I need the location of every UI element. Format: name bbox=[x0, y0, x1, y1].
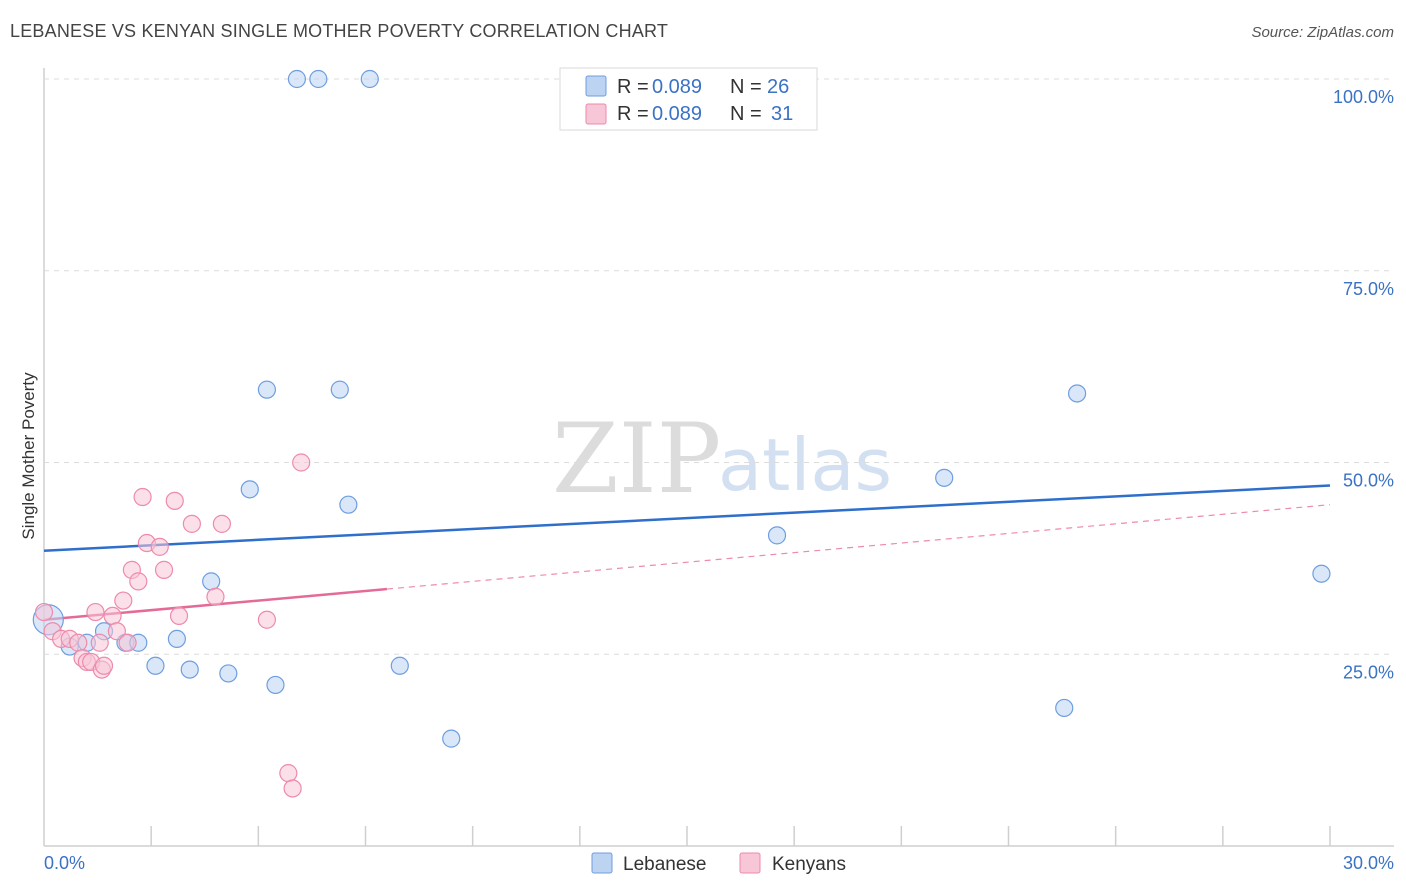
legend-swatch-kenyans bbox=[585, 103, 607, 125]
point-lebanese-20 bbox=[442, 729, 461, 748]
point-kenyans-27 bbox=[279, 764, 298, 783]
point-kenyans-22 bbox=[169, 606, 189, 626]
series-legend: Lebanese Kenyans bbox=[591, 852, 846, 875]
legend-r-label-1: R = bbox=[617, 76, 649, 98]
legend-n-value-2: 31 bbox=[771, 103, 793, 125]
y-tick-label-75: 75.0% bbox=[1343, 279, 1394, 299]
data-points bbox=[32, 69, 1331, 798]
legend-n-label-2: N = bbox=[730, 103, 762, 125]
point-kenyans-23 bbox=[182, 514, 201, 533]
point-kenyans-8 bbox=[86, 602, 105, 622]
point-lebanese-10 bbox=[219, 664, 238, 683]
y-tick-label-100: 100.0% bbox=[1333, 87, 1394, 107]
legend-r-label-2: R = bbox=[617, 103, 649, 125]
point-lebanese-11 bbox=[240, 480, 259, 499]
point-kenyans-30 bbox=[90, 633, 109, 652]
source-credit: Source: ZipAtlas.com bbox=[1251, 24, 1394, 41]
point-lebanese-8 bbox=[180, 660, 199, 679]
point-kenyans-25 bbox=[212, 514, 231, 533]
point-kenyans-20 bbox=[154, 560, 174, 579]
gridlines bbox=[44, 78, 1394, 655]
x-ticks bbox=[150, 826, 1331, 846]
point-lebanese-14 bbox=[287, 69, 307, 89]
legend-r-value-1: 0.089 bbox=[652, 76, 702, 98]
y-axis-label: Single Mother Poverty bbox=[19, 372, 38, 540]
point-lebanese-13 bbox=[266, 675, 285, 695]
x-tick-label-max: 30.0% bbox=[1343, 853, 1394, 873]
legend-n-label-1: N = bbox=[730, 76, 762, 98]
trend-line-lebanese bbox=[43, 484, 1331, 552]
legend-r-value-2: 0.089 bbox=[652, 103, 702, 125]
point-lebanese-23 bbox=[1055, 698, 1074, 718]
point-kenyans-0 bbox=[34, 602, 54, 622]
watermark-atlas: atlas bbox=[718, 423, 892, 507]
point-lebanese-25 bbox=[1312, 564, 1331, 583]
trend-line-extension-kenyans bbox=[386, 504, 1331, 590]
point-kenyans-28 bbox=[283, 779, 302, 798]
point-lebanese-24 bbox=[1067, 384, 1087, 403]
point-lebanese-22 bbox=[935, 468, 954, 487]
point-kenyans-10 bbox=[94, 656, 114, 675]
point-lebanese-16 bbox=[330, 380, 349, 399]
point-kenyans-13 bbox=[114, 591, 133, 610]
point-lebanese-9 bbox=[202, 572, 221, 591]
y-tick-label-25: 25.0% bbox=[1343, 662, 1394, 682]
point-kenyans-14 bbox=[118, 633, 137, 652]
y-tick-label-50: 50.0% bbox=[1343, 471, 1394, 491]
point-kenyans-24 bbox=[206, 587, 225, 606]
point-kenyans-16 bbox=[129, 572, 148, 591]
point-lebanese-7 bbox=[167, 629, 186, 649]
x-tick-label-min: 0.0% bbox=[44, 853, 85, 873]
point-kenyans-17 bbox=[133, 487, 152, 507]
bottom-legend-swatch-kenyans bbox=[739, 852, 761, 874]
point-lebanese-17 bbox=[339, 495, 358, 514]
bottom-legend-label-kenyans: Kenyans bbox=[772, 854, 846, 875]
legend-n-value-1: 26 bbox=[767, 76, 789, 98]
y-tick-labels: 25.0% 50.0% 75.0% 100.0% bbox=[1333, 87, 1394, 682]
point-lebanese-19 bbox=[390, 656, 409, 675]
point-lebanese-21 bbox=[767, 526, 787, 545]
correlation-legend: R = 0.089 N = 26 R = 0.089 N = 31 bbox=[559, 67, 818, 131]
point-kenyans-29 bbox=[292, 453, 311, 472]
point-lebanese-15 bbox=[309, 69, 328, 89]
point-kenyans-19 bbox=[150, 537, 169, 556]
chart-title: LEBANESE VS KENYAN SINGLE MOTHER POVERTY… bbox=[10, 21, 669, 41]
point-kenyans-21 bbox=[165, 491, 184, 510]
watermark-zip: ZIP bbox=[552, 403, 721, 515]
point-kenyans-11 bbox=[103, 606, 122, 626]
point-kenyans-26 bbox=[257, 610, 277, 629]
point-lebanese-18 bbox=[360, 69, 379, 89]
legend-swatch-lebanese bbox=[585, 75, 607, 97]
point-kenyans-12 bbox=[107, 622, 126, 641]
point-lebanese-12 bbox=[257, 380, 277, 399]
point-lebanese-6 bbox=[146, 656, 165, 675]
bottom-legend-swatch-lebanese bbox=[591, 852, 613, 874]
point-kenyans-4 bbox=[69, 633, 88, 652]
bottom-legend-label-lebanese: Lebanese bbox=[623, 854, 706, 875]
